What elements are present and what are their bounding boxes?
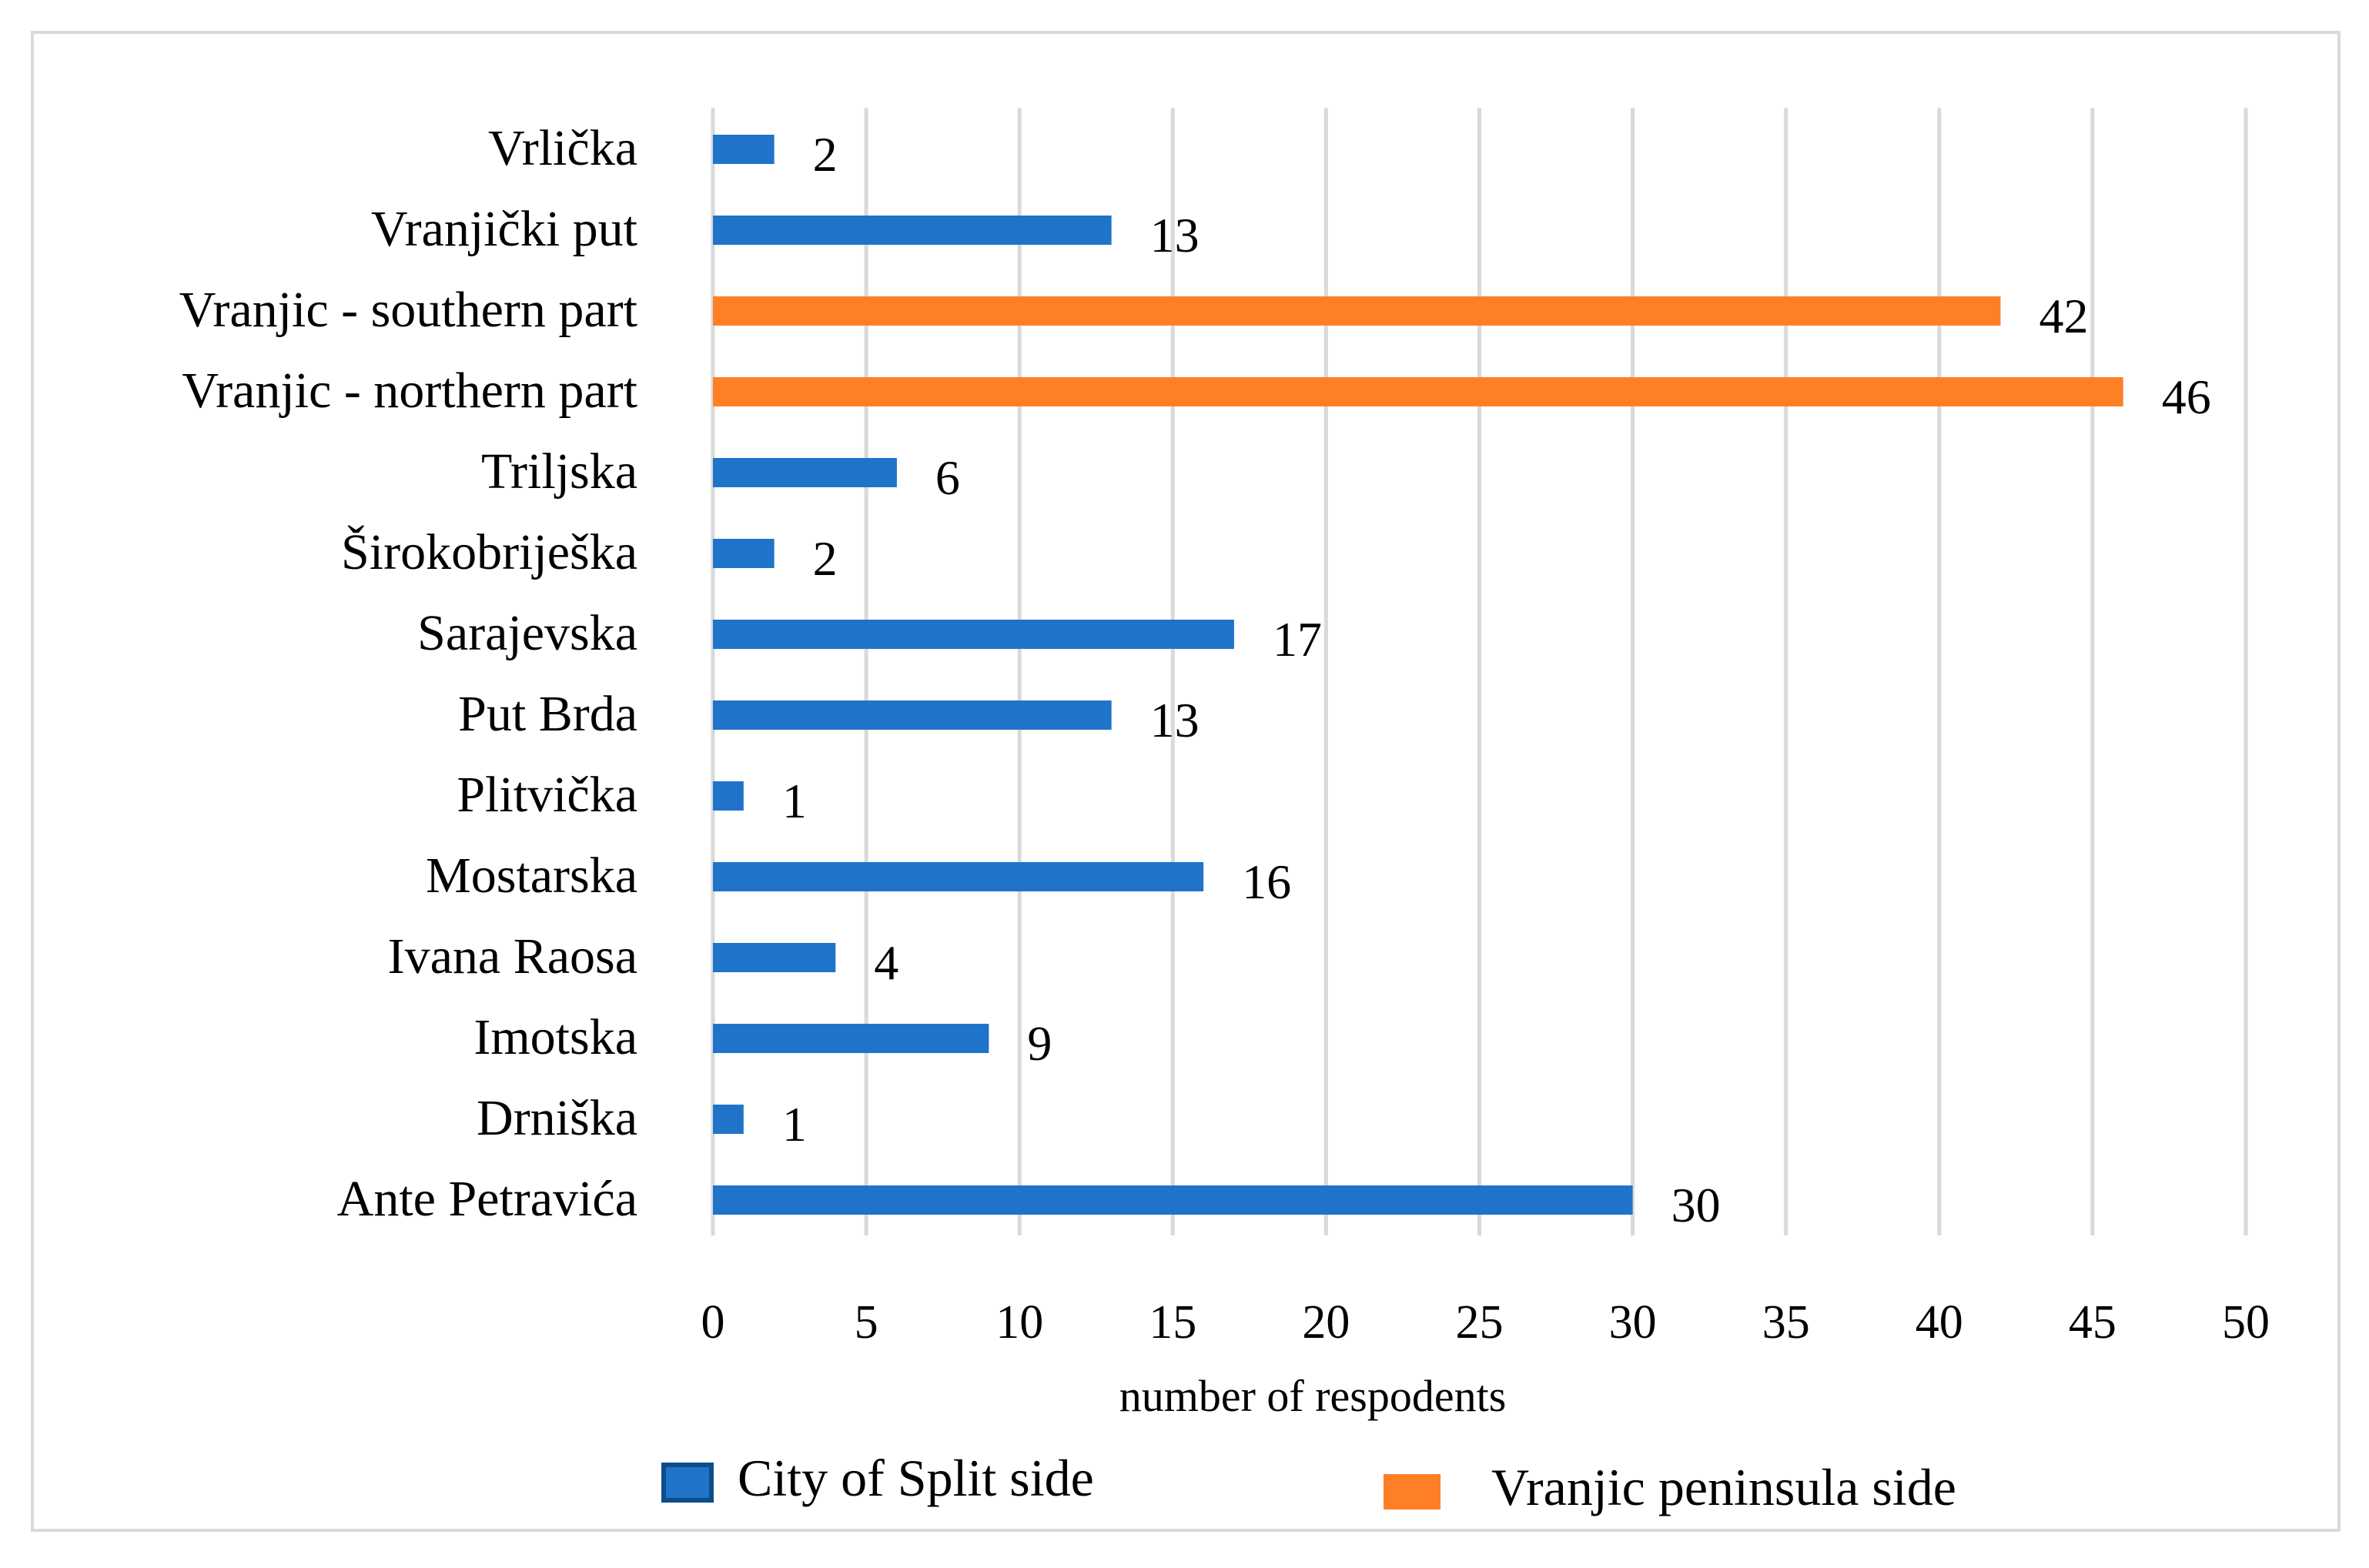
bar-ante-petravica [713, 1185, 1633, 1215]
legend[interactable]: City of Split side Vranjic peninsula sid… [661, 1449, 1956, 1516]
value-labels: 2 13 42 46 6 2 17 13 1 16 4 9 1 30 [782, 127, 2211, 1232]
bar-vranjicki-put [713, 216, 1112, 245]
category-label-ante-petravica: Ante Petravića [337, 1171, 637, 1227]
bar-sarajevska [713, 620, 1234, 649]
value-label-sirokobrijeska: 2 [813, 531, 838, 586]
value-label-vranjic-northern-part: 46 [2162, 369, 2211, 424]
x-tick-label-5: 5 [855, 1296, 878, 1349]
legend-label-vranjic-peninsula: Vranjic peninsula side [1491, 1458, 1956, 1516]
gridlines [711, 108, 2248, 1235]
value-label-vranjicki-put: 13 [1150, 208, 1200, 262]
legend-label-city-of-split: City of Split side [738, 1449, 1094, 1507]
bar-vranjic-southern-part [713, 296, 2001, 326]
x-tick-label-25: 25 [1456, 1296, 1504, 1349]
value-label-triljska: 6 [935, 450, 960, 505]
value-label-imotska: 9 [1027, 1016, 1052, 1071]
category-label-vranjic-northern-part: Vranjic - northern part [182, 363, 637, 419]
value-label-vranjic-southern-part: 42 [2039, 289, 2088, 343]
legend-swatch-city-of-split [661, 1463, 714, 1503]
category-label-drniska: Drniška [477, 1090, 637, 1146]
category-label-vranjicki-put: Vranjički put [371, 201, 637, 257]
value-label-mostarska: 16 [1242, 854, 1291, 909]
x-axis-title: number of respodents [1119, 1371, 1507, 1421]
x-tick-label-45: 45 [2069, 1296, 2116, 1349]
bar-vranjic-northern-part [713, 377, 2123, 406]
x-tick-label-30: 30 [1609, 1296, 1657, 1349]
x-tick-labels: 0 5 10 15 20 25 30 35 40 45 50 [701, 1296, 2270, 1349]
bar-plitvicka [713, 781, 744, 811]
x-tick-label-10: 10 [995, 1296, 1043, 1349]
category-labels: Vrlička Vranjički put Vranjic - southern p… [179, 120, 637, 1227]
value-label-ante-petravica: 30 [1671, 1178, 1721, 1232]
category-label-mostarska: Mostarska [426, 848, 637, 904]
value-label-put-brda: 13 [1150, 693, 1200, 747]
category-label-vranjic-southern-part: Vranjic - southern part [179, 282, 637, 338]
bar-sirokobrijeska [713, 539, 775, 568]
bars [713, 135, 2123, 1215]
bar-put-brda [713, 700, 1112, 730]
value-label-vrlicka: 2 [813, 127, 838, 182]
bar-drniska [713, 1105, 744, 1134]
category-label-sarajevska: Sarajevska [417, 605, 637, 661]
x-tick-label-40: 40 [1916, 1296, 1963, 1349]
x-tick-label-0: 0 [701, 1296, 725, 1349]
legend-swatch-vranjic-peninsula [1384, 1474, 1440, 1509]
category-label-sirokobrijeska: Širokobriješka [341, 524, 637, 580]
x-tick-label-50: 50 [2222, 1296, 2270, 1349]
value-label-drniska: 1 [782, 1097, 807, 1152]
bar-imotska [713, 1024, 989, 1053]
bar-vrlicka [713, 135, 775, 164]
category-label-vrlicka: Vrlička [488, 120, 637, 176]
chart-frame [31, 31, 2341, 1532]
category-label-imotska: Imotska [473, 1009, 637, 1065]
x-tick-label-15: 15 [1149, 1296, 1196, 1349]
value-label-plitvicka: 1 [782, 774, 807, 828]
x-tick-label-20: 20 [1302, 1296, 1350, 1349]
category-label-plitvicka: Plitvička [457, 767, 637, 823]
bar-mostarska [713, 862, 1204, 891]
category-label-triljska: Triljska [481, 443, 637, 500]
category-label-put-brda: Put Brda [458, 686, 637, 742]
value-label-ivana-raosa: 4 [874, 935, 898, 990]
bar-ivana-raosa [713, 943, 836, 972]
value-label-sarajevska: 17 [1273, 612, 1322, 667]
category-label-ivana-raosa: Ivana Raosa [388, 928, 637, 985]
bar-triljska [713, 458, 897, 487]
x-tick-label-35: 35 [1762, 1296, 1810, 1349]
